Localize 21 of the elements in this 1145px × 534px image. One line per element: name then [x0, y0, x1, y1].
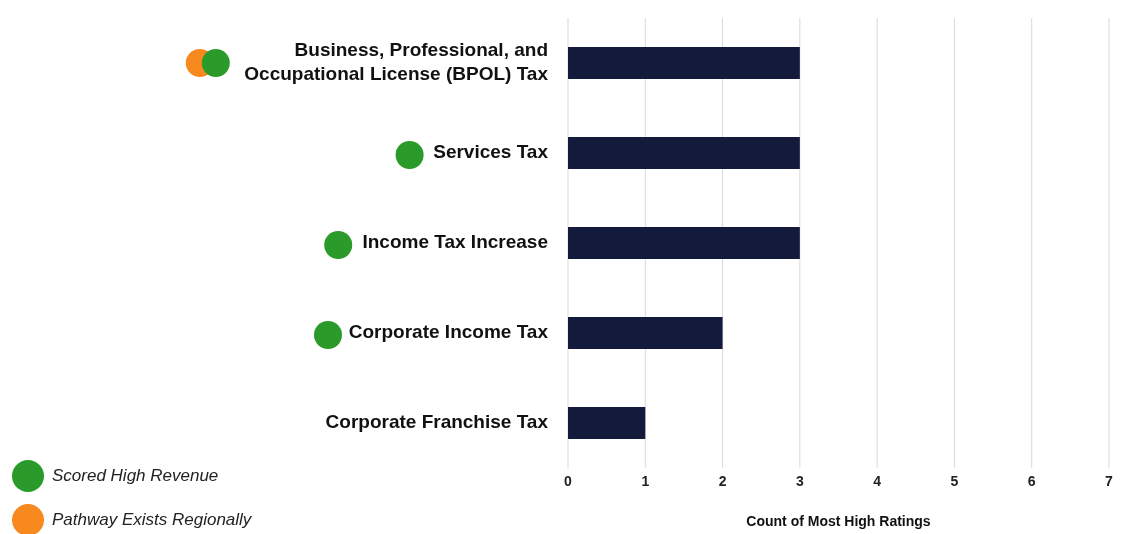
bar — [568, 407, 646, 439]
x-tick-label: 6 — [1027, 472, 1036, 489]
text: Pathway Exists Regionally — [52, 510, 252, 530]
x-tick-label: 4 — [873, 472, 882, 489]
x-tick-label: 0 — [564, 472, 573, 489]
text: Scored High Revenue — [52, 466, 219, 486]
y-tick-label: Business, Professional, and Occupational License (BPOL) Tax — [244, 39, 549, 85]
bar — [568, 317, 723, 349]
bar — [568, 227, 800, 259]
y-tick-label: Corporate Franchise Tax — [325, 411, 549, 433]
y-tick-label: Income Tax Increase — [362, 231, 548, 253]
y-tick-label: Services Tax — [433, 141, 549, 163]
bar — [568, 47, 800, 79]
x-axis-title: Count of Most High Ratings — [746, 513, 931, 529]
x-tick-label: 1 — [641, 472, 650, 489]
x-tick-label: 2 — [718, 472, 727, 489]
x-tick-label: 3 — [795, 472, 804, 489]
bar — [568, 137, 800, 169]
x-tick-label: 5 — [950, 472, 959, 489]
x-tick-label: 7 — [1105, 472, 1114, 489]
y-tick-label: Corporate Income Tax — [348, 321, 549, 343]
